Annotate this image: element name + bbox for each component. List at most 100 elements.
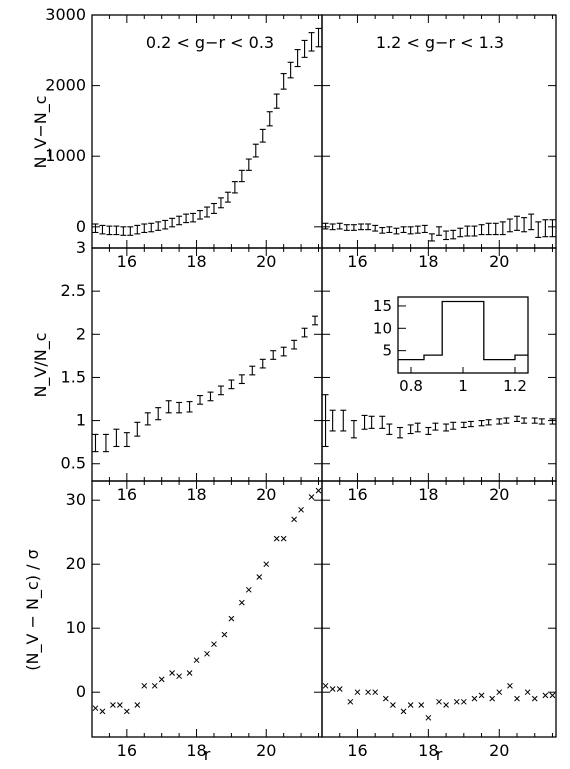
data-point bbox=[514, 695, 520, 702]
data-point bbox=[496, 689, 503, 696]
data-point bbox=[134, 702, 141, 708]
data-point bbox=[256, 574, 263, 580]
x-tick-label: 20 bbox=[489, 485, 509, 504]
y-tick-label: 15 bbox=[373, 297, 392, 315]
y-tick-label: 3000 bbox=[45, 5, 86, 24]
data-point bbox=[418, 702, 425, 708]
x-tick-label: 18 bbox=[186, 252, 206, 271]
data-point bbox=[372, 689, 379, 696]
y-tick-label: 10 bbox=[66, 618, 86, 637]
data-point bbox=[280, 535, 287, 542]
y-tick-label: 1000 bbox=[45, 146, 86, 165]
data-point bbox=[390, 702, 396, 708]
x-tick-label: 20 bbox=[489, 252, 509, 271]
data-point bbox=[322, 682, 329, 689]
data-point bbox=[549, 692, 556, 699]
x-tick-label: 16 bbox=[347, 252, 367, 271]
xlabel-left: r bbox=[204, 745, 211, 764]
data-point bbox=[436, 698, 442, 705]
data-point bbox=[298, 506, 304, 513]
x-tick-label: 18 bbox=[186, 741, 206, 760]
data-point bbox=[228, 615, 235, 622]
panel-middle-right bbox=[321, 247, 557, 482]
x-tick-label: 16 bbox=[117, 252, 137, 271]
x-tick-label: 16 bbox=[117, 485, 137, 504]
data-point bbox=[245, 586, 252, 593]
data-point bbox=[336, 686, 343, 692]
annotation-top-left: 0.2 < g−r < 0.3 bbox=[146, 33, 274, 52]
ylabel-middle: N_V/N_c bbox=[31, 332, 51, 397]
inset-frame bbox=[397, 296, 529, 374]
ylabel-top: N_V−N_c bbox=[31, 95, 51, 168]
y-tick-label: 1.5 bbox=[61, 367, 86, 386]
x-tick-label: 18 bbox=[418, 741, 438, 760]
data-point bbox=[141, 682, 148, 689]
data-point bbox=[489, 695, 496, 702]
data-point bbox=[110, 702, 116, 708]
data-point bbox=[347, 698, 354, 705]
data-point bbox=[460, 698, 467, 705]
data-point bbox=[382, 695, 389, 702]
y-tick-label: 5 bbox=[382, 342, 392, 360]
data-point bbox=[407, 702, 414, 708]
data-point bbox=[193, 657, 200, 664]
data-point bbox=[238, 599, 245, 606]
histogram-step bbox=[398, 300, 528, 361]
data-point bbox=[478, 692, 485, 699]
data-point bbox=[99, 708, 106, 715]
data-point bbox=[117, 702, 123, 708]
x-tick-label: 18 bbox=[418, 485, 438, 504]
data-point bbox=[524, 689, 531, 696]
data-point bbox=[221, 631, 228, 638]
y-tick-label: 2.5 bbox=[61, 281, 86, 300]
data-point bbox=[354, 689, 361, 696]
panel-bottom-left bbox=[91, 480, 323, 738]
data-point bbox=[291, 516, 297, 523]
x-tick-label: 1.2 bbox=[503, 377, 527, 395]
data-point bbox=[211, 641, 217, 648]
data-point bbox=[425, 714, 432, 721]
x-tick-label: 20 bbox=[256, 252, 276, 271]
data-point bbox=[169, 670, 176, 676]
data-point bbox=[507, 682, 513, 689]
y-tick-label: 0 bbox=[76, 682, 86, 701]
y-tick-label: 20 bbox=[66, 554, 86, 573]
data-point bbox=[315, 487, 322, 494]
data-point bbox=[186, 670, 193, 676]
data-point bbox=[400, 708, 407, 715]
x-tick-label: 16 bbox=[347, 485, 367, 504]
data-point bbox=[308, 494, 315, 500]
x-tick-label: 16 bbox=[117, 741, 137, 760]
y-tick-label: 2 bbox=[76, 324, 86, 343]
x-tick-label: 18 bbox=[186, 485, 206, 504]
data-point bbox=[123, 708, 130, 715]
data-point bbox=[176, 673, 182, 680]
data-point bbox=[263, 561, 270, 568]
x-tick-label: 16 bbox=[347, 741, 367, 760]
data-point bbox=[329, 686, 336, 692]
data-point bbox=[273, 535, 280, 542]
x-tick-label: 0.8 bbox=[399, 377, 423, 395]
y-tick-label: 30 bbox=[66, 490, 86, 509]
x-tick-label: 1 bbox=[458, 377, 468, 395]
data-point bbox=[151, 682, 158, 689]
xlabel-right: r bbox=[436, 745, 443, 764]
y-tick-label: 10 bbox=[373, 319, 392, 337]
data-point bbox=[365, 689, 371, 696]
data-point bbox=[471, 695, 478, 702]
y-tick-label: 2000 bbox=[45, 76, 86, 95]
x-tick-label: 20 bbox=[256, 485, 276, 504]
data-point bbox=[204, 650, 210, 657]
data-point bbox=[158, 676, 165, 683]
annotation-top-right: 1.2 < g−r < 1.3 bbox=[376, 33, 504, 52]
x-tick-label: 18 bbox=[418, 252, 438, 271]
data-point bbox=[443, 702, 449, 708]
chart-marks: 16 18 20 0 1000 2000 3000 16 18 20 16 18 20 0.5 1 1.5 2 2… bbox=[45, 5, 556, 760]
data-point bbox=[542, 692, 549, 699]
data-point bbox=[92, 705, 99, 712]
x-tick-label: 20 bbox=[489, 741, 509, 760]
ylabel-bottom: (N_V − N_c) / σ bbox=[23, 549, 43, 670]
x-tick-label: 20 bbox=[256, 741, 276, 760]
y-tick-label: 3 bbox=[76, 238, 86, 257]
